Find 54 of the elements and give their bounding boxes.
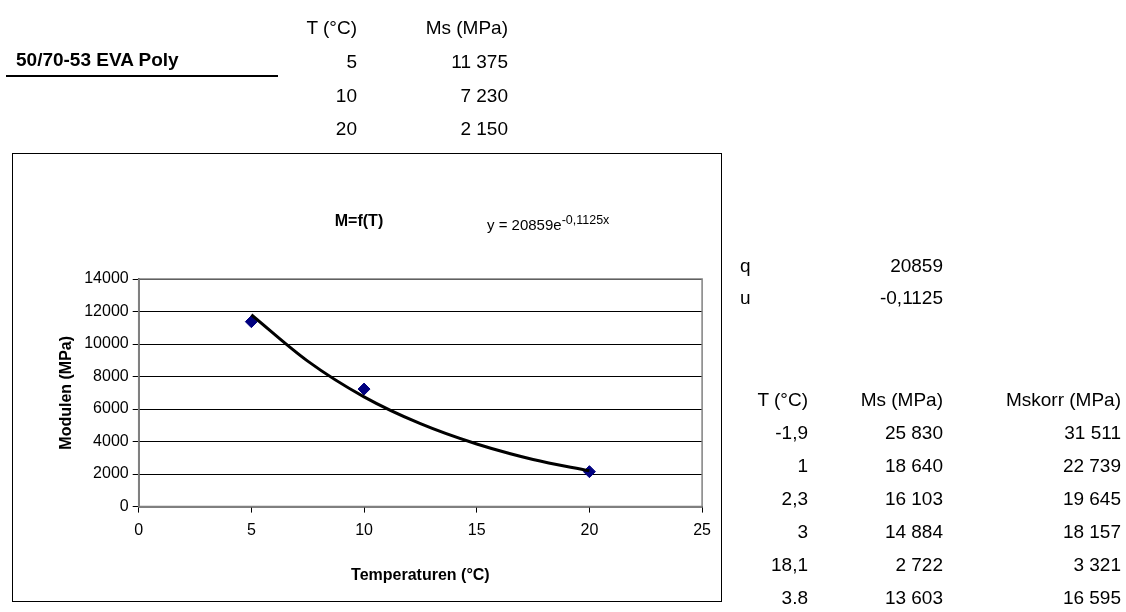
- y-tick-label: 8000: [93, 366, 129, 384]
- text: 16 103: [884, 488, 943, 511]
- text: 25 830: [884, 422, 943, 445]
- text: 20: [335, 117, 357, 141]
- y-tick-label: 14000: [84, 269, 129, 287]
- y-tick-label: 0: [119, 497, 129, 515]
- text: 19 645: [1062, 488, 1121, 511]
- text: 3 321: [1073, 554, 1121, 577]
- text: y = 20859e$^{-0,1125x}$: [487, 213, 610, 234]
- y-tick-label: 2000: [93, 464, 129, 482]
- text: 5: [346, 50, 357, 74]
- text: 31 511: [1064, 422, 1121, 445]
- x-tick-label: 25: [693, 520, 712, 538]
- text: -1,9: [775, 422, 808, 445]
- text: T (°C): [757, 389, 808, 412]
- x-axis-title: Temperaturen (°C): [351, 565, 490, 583]
- y-tick-label: 10000: [84, 334, 129, 352]
- x-tick-label: 0: [134, 520, 144, 538]
- text: 18 157: [1062, 521, 1121, 544]
- text: 18,1: [771, 554, 808, 577]
- point: [357, 382, 371, 396]
- text: -0,1125: [879, 286, 943, 310]
- text: 11 375: [451, 50, 508, 74]
- text: 2 150: [460, 117, 508, 141]
- point: [244, 315, 258, 329]
- text: 16 595: [1062, 587, 1121, 610]
- text: T (°C): [306, 16, 357, 40]
- text: u: [740, 286, 751, 310]
- text: 13 603: [884, 587, 943, 610]
- text: 2 722: [895, 554, 943, 577]
- text: 18 640: [884, 455, 943, 478]
- text: 10: [335, 84, 357, 108]
- text: 22 739: [1062, 455, 1121, 478]
- text: 1: [797, 455, 808, 478]
- text: q: [740, 254, 751, 278]
- y-tick-label: 12000: [84, 301, 129, 319]
- x-tick-label: 20: [580, 520, 599, 538]
- x-tick-label: 5: [246, 520, 256, 538]
- chart-title: M=f(T): [333, 211, 385, 231]
- text: 3: [797, 521, 808, 544]
- text: 3.8: [781, 587, 808, 610]
- y-tick-label: 4000: [93, 431, 129, 449]
- y-axis-title: Modulen (MPa): [57, 335, 75, 450]
- text: 7 230: [460, 84, 508, 108]
- text: 14 884: [884, 521, 943, 544]
- chart-subtitle: 50/70-53 EVA Poly: [16, 49, 179, 72]
- x-tick-label: 10: [355, 520, 374, 538]
- text: Ms (MPa): [860, 389, 943, 412]
- text: Mskorr (MPa): [1005, 389, 1121, 412]
- y-tick-label: 6000: [93, 399, 129, 417]
- text: Ms (MPa): [425, 16, 508, 40]
- text: 20859: [890, 254, 943, 278]
- text: 2,3: [781, 488, 808, 511]
- x-tick-label: 15: [467, 520, 486, 538]
